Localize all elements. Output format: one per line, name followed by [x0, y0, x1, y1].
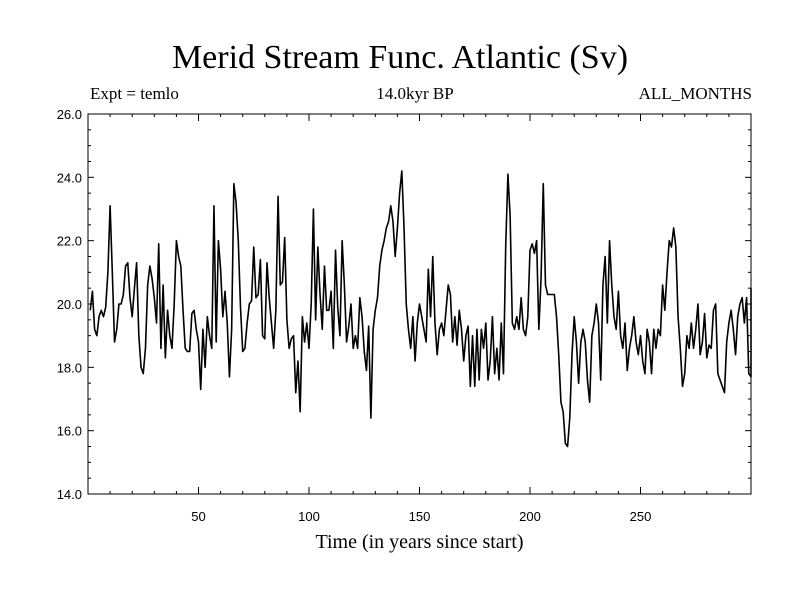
y-tick-label: 24.0	[57, 170, 82, 185]
experiment-label: Expt = temlo	[90, 84, 179, 103]
y-tick-label: 16.0	[57, 424, 82, 439]
series-line-0	[89, 170, 752, 448]
chart-title: Merid Stream Func. Atlantic (Sv)	[171, 39, 629, 76]
y-tick-label: 14.0	[57, 487, 82, 502]
x-tick-label: 50	[191, 509, 205, 524]
y-tick-label: 18.0	[57, 360, 82, 375]
y-tick-label: 20.0	[57, 297, 82, 312]
x-tick-label: 150	[409, 509, 431, 524]
months-label: ALL_MONTHS	[638, 84, 752, 103]
period-label: 14.0kyr BP	[376, 84, 454, 103]
y-tick-label: 26.0	[57, 107, 82, 122]
y-tick-label: 22.0	[57, 234, 82, 249]
x-tick-label: 200	[519, 509, 541, 524]
x-tick-label: 100	[298, 509, 320, 524]
x-tick-label: 250	[630, 509, 652, 524]
x-axis-label: Time (in years since start)	[315, 531, 523, 553]
